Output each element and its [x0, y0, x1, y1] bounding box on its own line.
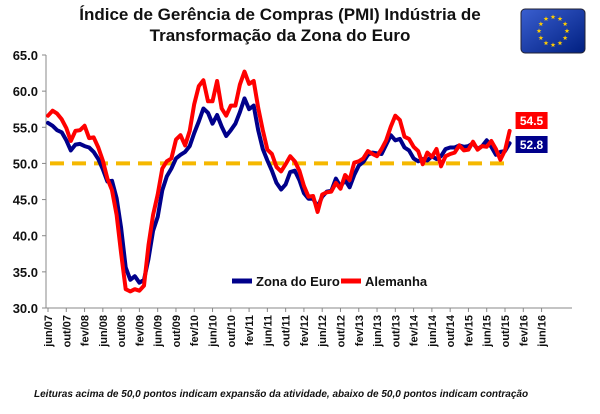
chart-title: Índice de Gerência de Compras (PMI) Indú… [60, 4, 500, 46]
x-tick-label: jun/12 [317, 315, 329, 348]
y-tick-label: 55.0 [13, 120, 38, 135]
x-tick-label: jun/07 [43, 315, 55, 348]
x-tick-label: jun/11 [262, 315, 274, 347]
eu-flag-icon [520, 8, 586, 54]
flag-star-icon [557, 40, 563, 46]
x-tick-label: out/08 [116, 315, 128, 347]
x-tick-label: fev/09 [134, 315, 146, 346]
flag-star-icon [564, 28, 570, 34]
y-tick-label: 45.0 [13, 193, 38, 208]
flag-star-icon [543, 40, 549, 46]
x-tick-label: jun/08 [98, 315, 110, 348]
x-tick-label: fev/08 [80, 315, 92, 346]
chart-title-line-2: Transformação da Zona do Euro [149, 26, 411, 45]
flag-star-icon [562, 21, 568, 27]
flag-star-icon [550, 42, 556, 48]
flag-star-icon [562, 35, 568, 41]
y-tick-label: 50.0 [13, 156, 38, 171]
x-tick-label: jun/09 [153, 315, 165, 348]
end-label-alemanha-box [515, 112, 548, 129]
x-tick-label: fev/16 [518, 315, 530, 346]
x-tick-label: fev/14 [409, 314, 421, 346]
x-tick-label: out/09 [171, 315, 183, 347]
flag-star-icon [543, 16, 549, 21]
x-axis: jun/07 out/07 fev/08 jun/08 out/08 fev/09 jun/… [43, 307, 572, 348]
x-tick-label: out/13 [390, 315, 402, 347]
eu-flag-stars [536, 14, 570, 48]
flag-star-icon [536, 28, 542, 34]
y-tick-label: 65.0 [13, 48, 38, 63]
x-tick-label: jun/15 [482, 315, 494, 348]
y-tick-label: 60.0 [13, 84, 38, 99]
x-tick-label: jun/13 [372, 315, 384, 348]
flag-star-icon [550, 14, 556, 20]
legend-label-alemanha: Alemanha [365, 274, 428, 289]
series-layer [46, 69, 512, 294]
legend-label-zona: Zona do Euro [256, 274, 340, 289]
chart-title-line-1: Índice de Gerência de Compras (PMI) Indú… [79, 5, 481, 24]
x-tick-label: out/07 [61, 315, 73, 347]
x-tick-label: fev/15 [463, 315, 475, 346]
series-line-alemanha [46, 69, 512, 294]
x-tick-label: fev/13 [354, 315, 366, 346]
flag-star-icon [538, 21, 544, 27]
flag-star-icon [538, 35, 544, 41]
series-line-zona-do-euro [46, 96, 512, 285]
end-label-alemanha: 54.5 [520, 114, 544, 128]
end-label-zona-do-euro: 52.8 [520, 138, 544, 152]
x-tick-label: jun/10 [208, 315, 220, 348]
x-tick-label: out/12 [335, 315, 347, 347]
x-tick-label: out/10 [226, 315, 238, 347]
x-tick-label: jun/16 [537, 315, 549, 348]
x-tick-label: out/14 [445, 314, 457, 347]
x-tick-label: fev/10 [189, 315, 201, 346]
footnote: Leituras acima de 50,0 pontos indicam ex… [34, 389, 529, 400]
flag-star-icon [557, 16, 563, 21]
y-tick-label: 40.0 [13, 229, 38, 244]
x-tick-label: out/11 [281, 315, 293, 347]
x-tick-label: jun/14 [427, 314, 439, 348]
x-tick-label: fev/11 [244, 315, 256, 346]
y-axis: 30.0 35.0 40.0 45.0 50.0 55.0 60.0 65.0 [13, 48, 47, 316]
y-tick-label: 30.0 [13, 301, 38, 316]
x-tick-label: fev/12 [299, 315, 311, 346]
end-label-zona-do-euro-box [515, 136, 548, 153]
y-tick-label: 35.0 [13, 265, 38, 280]
legend: Zona do Euro Alemanha [232, 274, 428, 289]
end-labels-layer: 54.5 52.8 [515, 112, 548, 153]
x-tick-label: out/15 [500, 315, 512, 347]
